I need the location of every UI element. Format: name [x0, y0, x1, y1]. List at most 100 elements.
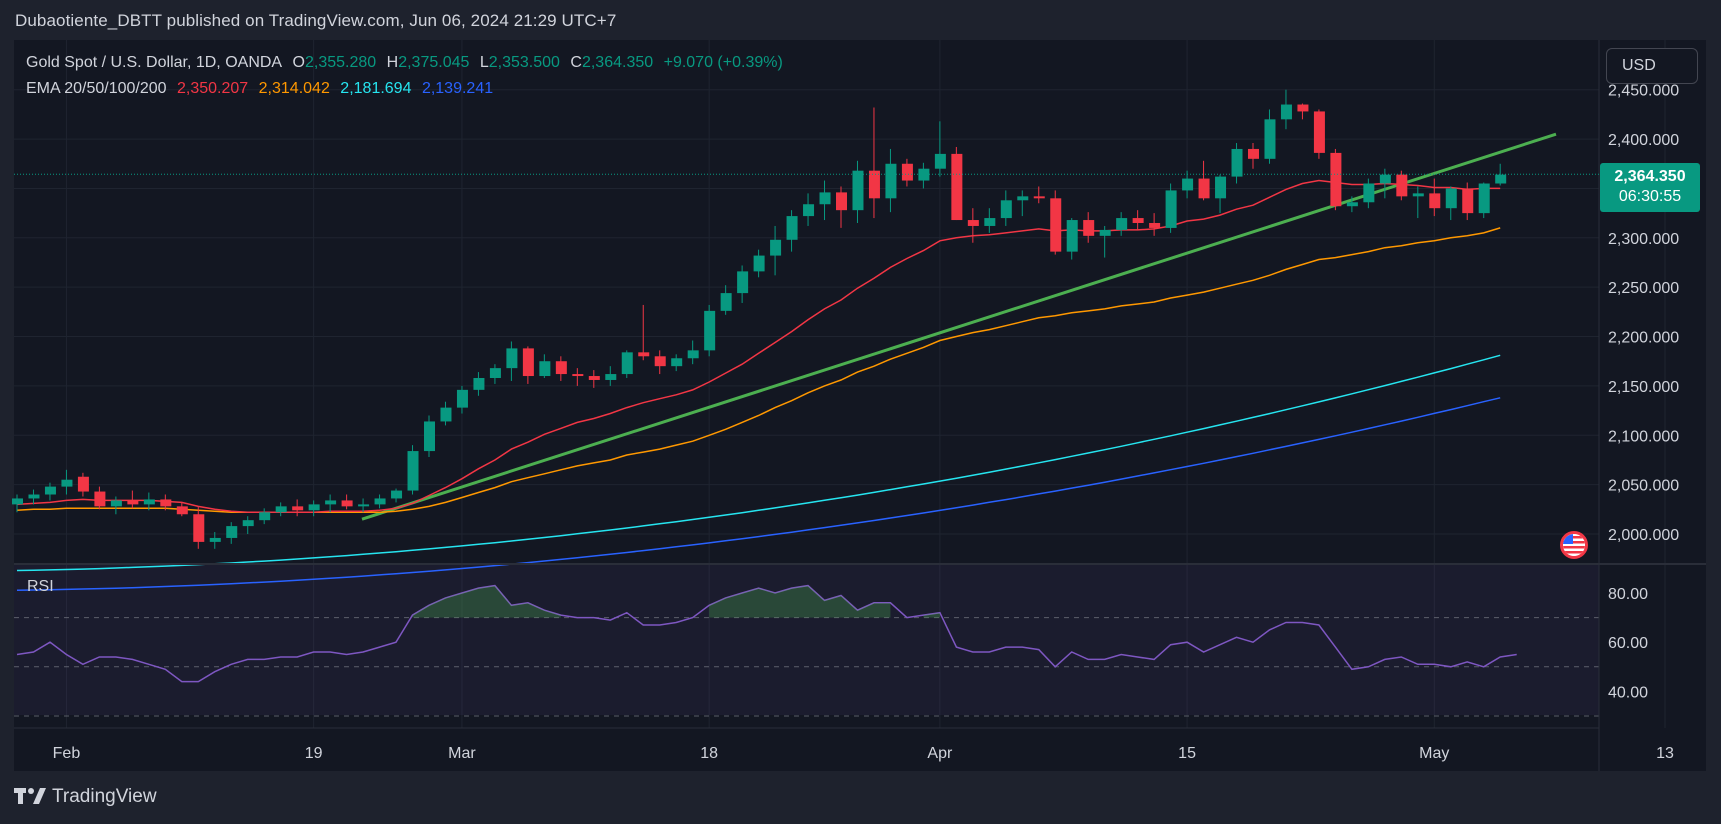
candle-body — [259, 512, 271, 521]
bar-countdown: 06:30:55 — [1618, 188, 1682, 205]
candle-body — [539, 361, 551, 377]
price-tick-label: 2,100.000 — [1608, 428, 1679, 445]
candle-body — [292, 506, 304, 511]
candle-body — [341, 500, 353, 507]
candle-body — [1297, 104, 1309, 112]
candle-body — [984, 218, 996, 226]
us-flag-icon[interactable] — [1560, 531, 1588, 559]
candle-body — [1083, 220, 1095, 236]
tradingview-brand: TradingView — [52, 786, 157, 807]
price-tick-label: 2,450.000 — [1608, 83, 1679, 100]
rsi-band — [14, 564, 1599, 715]
symbol-title[interactable]: Gold Spot / U.S. Dollar, 1D, OANDA — [26, 54, 283, 71]
candle-body — [61, 479, 73, 487]
change-value: +9.070 (+0.39%) — [663, 54, 783, 71]
candle-body — [1363, 183, 1375, 203]
price-tick-label: 2,050.000 — [1608, 478, 1679, 495]
candle-body — [1478, 183, 1490, 214]
candle-body — [391, 490, 403, 499]
chart-background — [14, 40, 1706, 771]
price-tick-label: 2,400.000 — [1608, 132, 1679, 149]
candle-body — [1132, 218, 1144, 224]
green-trendline — [361, 132, 1557, 521]
high-value: 2,375.045 — [398, 54, 470, 71]
tradingview-logo[interactable]: TradingView — [14, 786, 157, 808]
candle-body — [737, 271, 749, 294]
candle-body — [572, 374, 584, 377]
ema200-value: 2,139.241 — [421, 80, 494, 97]
candle-body — [308, 504, 320, 511]
candle-body — [77, 476, 89, 492]
candle-body — [1215, 176, 1227, 199]
candle-body — [704, 310, 716, 351]
candle-body — [1346, 202, 1358, 207]
ema100-line — [16, 354, 1501, 572]
candle-body — [951, 153, 963, 221]
candle-body — [1231, 148, 1243, 177]
candle-body — [226, 526, 238, 538]
candle-body — [1445, 188, 1457, 209]
price-tick-label: 2,000.000 — [1608, 527, 1679, 544]
price-tick-label: 2,200.000 — [1608, 330, 1679, 347]
candle-body — [1280, 104, 1292, 120]
candle-body — [506, 348, 518, 369]
candle-body — [1099, 229, 1111, 236]
high-label: H — [386, 54, 399, 71]
candle-body — [143, 499, 155, 505]
candle-body — [819, 192, 831, 205]
time-tick-label: Mar — [448, 745, 476, 762]
candle-body — [1495, 174, 1507, 184]
candle-body — [12, 498, 23, 505]
candle-body — [786, 216, 798, 240]
candle-body — [424, 421, 435, 452]
candle-body — [1396, 174, 1408, 197]
candle-body — [1165, 190, 1177, 228]
candle-body — [1429, 193, 1441, 209]
candle-body — [1264, 119, 1276, 159]
candle-body — [654, 356, 666, 367]
tradingview-logo-icon — [14, 788, 46, 804]
time-tick-label: 13 — [1656, 745, 1674, 762]
candle-body — [1198, 178, 1210, 199]
candle-body — [473, 378, 485, 390]
candle-body — [1050, 198, 1062, 252]
rsi-axis-labels: 80.00 60.00 40.00 — [1608, 586, 1648, 701]
rsi-line — [16, 584, 1517, 683]
time-tick-label: 18 — [700, 745, 718, 762]
candle-body — [44, 486, 56, 495]
last-price-tag: 2,364.350 06:30:55 — [1600, 163, 1700, 212]
time-tick-label: 15 — [1178, 745, 1196, 762]
ema-label[interactable]: EMA 20/50/100/200 — [26, 80, 167, 97]
candle-body — [1313, 111, 1325, 153]
candles[interactable] — [12, 89, 1507, 549]
candle-body — [1412, 193, 1424, 197]
candle-body — [160, 499, 172, 507]
candle-body — [374, 498, 386, 505]
candle-body — [803, 204, 815, 217]
candle-body — [1330, 152, 1342, 207]
candle-body — [605, 374, 617, 380]
candle-body — [1033, 196, 1045, 199]
ema-legend: EMA 20/50/100/200 2,350.207 2,314.042 2,… — [26, 80, 499, 98]
candle-body — [325, 500, 337, 505]
rsi-label[interactable]: RSI — [27, 578, 54, 595]
rsi-guides — [14, 617, 1599, 717]
rsi-tick-label: 40.00 — [1608, 684, 1648, 701]
publisher-caption: Dubaotiente_DBTT published on TradingVie… — [15, 11, 617, 30]
candle-body — [456, 389, 468, 408]
currency-button[interactable]: USD — [1606, 48, 1698, 84]
close-label: C — [570, 54, 582, 71]
candle-body — [522, 348, 534, 377]
close-value: 2,364.350 — [581, 54, 654, 71]
price-tick-label: 2,250.000 — [1608, 280, 1679, 297]
candle-body — [770, 239, 782, 256]
candle-body — [868, 170, 880, 199]
candle-body — [638, 352, 650, 357]
candle-body — [1182, 178, 1194, 191]
ema200-line — [16, 397, 1501, 592]
candle-body — [885, 163, 897, 199]
candle-body — [242, 520, 254, 527]
candle-body — [275, 506, 287, 513]
candle-body — [209, 537, 221, 542]
